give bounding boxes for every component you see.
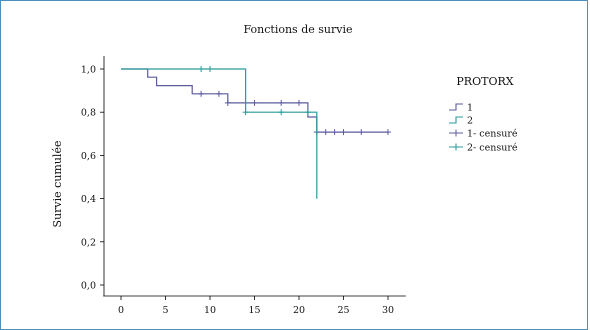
x-tick-label: 30 <box>382 305 394 316</box>
y-tick-label: 0,8 <box>81 108 96 119</box>
y-tick-label: 0,6 <box>81 151 96 162</box>
x-tick-label: 20 <box>293 305 305 316</box>
plot-area <box>121 66 391 199</box>
censor-mark-group-1 <box>331 129 338 136</box>
legend-item-4: 2- censuré <box>449 143 518 154</box>
legend-swatch <box>449 103 463 111</box>
survival-curve-group-2 <box>121 68 318 199</box>
censor-mark-group-2 <box>198 66 205 72</box>
x-tick-label: 15 <box>248 305 260 316</box>
censor-mark-group-2 <box>278 109 285 116</box>
legend-swatch <box>449 116 463 124</box>
y-axis: 0,0 0,2 0,4 0,6 0,8 1,0 <box>81 56 105 296</box>
x-tick-label: 0 <box>118 305 124 316</box>
legend-item-2: 2 <box>449 116 473 127</box>
censor-mark-group-1 <box>358 129 365 136</box>
x-tick-label: 5 <box>162 305 168 316</box>
censor-mark-group-2 <box>207 66 213 72</box>
legend-item-1: 1 <box>449 103 473 114</box>
survival-curve-group-1 <box>121 68 388 133</box>
legend-item-3: 1- censuré <box>449 129 518 140</box>
legend-title: PROTORX <box>456 75 513 88</box>
censor-mark-group-1 <box>322 129 329 136</box>
censor-mark-group-1 <box>198 90 205 97</box>
censor-mark-group-1 <box>385 129 391 136</box>
censor-mark-group-1 <box>278 99 285 106</box>
y-tick-label: 0,4 <box>81 194 96 205</box>
y-tick-label: 1,0 <box>81 65 96 76</box>
y-tick-label: 0,0 <box>81 281 96 292</box>
y-tick-label: 0,2 <box>81 237 96 248</box>
censor-mark-group-2 <box>242 109 249 116</box>
legend-label: 1- censuré <box>467 129 518 140</box>
x-tick-label: 10 <box>204 305 216 316</box>
censor-mark-group-1 <box>340 129 347 136</box>
legend-label: 1 <box>467 103 473 114</box>
x-axis: 0 5 10 15 20 25 30 <box>103 295 406 316</box>
y-axis-label: Survie cumulée <box>51 141 64 228</box>
legend-label: 2- censuré <box>467 143 518 154</box>
censor-mark-group-2 <box>304 109 311 116</box>
legend-label: 2 <box>467 116 473 127</box>
censor-mark-group-1 <box>251 99 258 106</box>
censor-mark-group-1 <box>296 99 302 106</box>
chart-title: Fonctions de survie <box>244 23 353 36</box>
legend: 1 2 1- censuré 2- censuré <box>449 103 518 154</box>
x-tick-label: 25 <box>337 305 349 316</box>
censor-mark-group-1 <box>224 99 231 106</box>
censor-mark-group-1 <box>215 90 222 97</box>
